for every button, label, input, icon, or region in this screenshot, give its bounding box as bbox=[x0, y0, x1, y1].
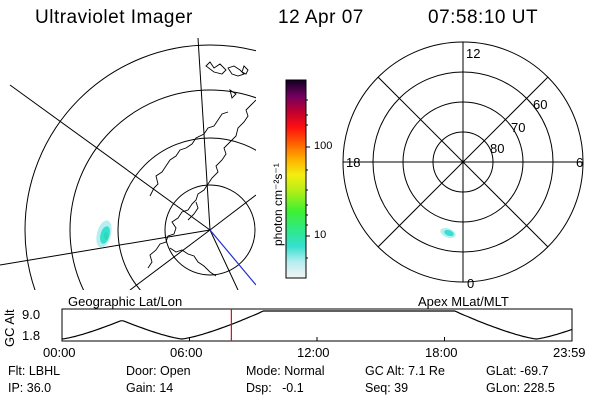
latitude-circle bbox=[164, 184, 256, 276]
altitude-ytick-top: 9.0 bbox=[22, 307, 41, 322]
xtick-label: 06:00 bbox=[170, 345, 203, 360]
param-door: Door: Open bbox=[126, 364, 191, 378]
aurora-emission-left bbox=[96, 220, 112, 248]
noon-meridian-line bbox=[209, 229, 256, 286]
colorbar bbox=[286, 80, 306, 278]
mlat-circle-outer bbox=[342, 41, 584, 283]
mlat-circle-70 bbox=[402, 101, 524, 223]
geographic-map bbox=[0, 38, 256, 290]
latitude-circle bbox=[117, 137, 256, 290]
mlt-label-left: 18 bbox=[346, 155, 361, 170]
colorbar-ticks bbox=[306, 99, 310, 259]
longitude-line bbox=[209, 229, 239, 290]
param-filter: Flt: LBHL bbox=[8, 364, 61, 378]
altitude-curve bbox=[61, 310, 573, 340]
param-dsp: Dsp: -0.1 bbox=[246, 381, 304, 395]
app-title: Ultraviolet Imager bbox=[35, 7, 193, 28]
param-mode: Mode: Normal bbox=[246, 364, 325, 378]
longitude-line bbox=[9, 84, 211, 231]
xtick-label: 23:59 bbox=[553, 345, 586, 360]
latitude-circle bbox=[69, 89, 256, 290]
colorbar-tick-100: 100 bbox=[314, 140, 333, 152]
polar-map-caption: Apex MLat/MLT bbox=[418, 294, 509, 309]
param-glat: GLat: -69.7 bbox=[486, 364, 549, 378]
mlt-label-top: 12 bbox=[466, 46, 481, 61]
param-ip: IP: 36.0 bbox=[8, 381, 52, 395]
coastline bbox=[147, 61, 256, 277]
mlat-circle-60 bbox=[372, 71, 554, 253]
longitude-line bbox=[129, 229, 211, 290]
altitude-plot bbox=[61, 308, 573, 342]
altitude-ytick-bottom: 1.8 bbox=[22, 328, 41, 343]
mlat-label-60: 60 bbox=[533, 97, 548, 112]
xtick-label: 18:00 bbox=[425, 345, 458, 360]
param-gc-alt: GC Alt: 7.1 Re bbox=[365, 364, 445, 378]
altitude-plot-frame bbox=[61, 308, 573, 342]
mlat-label-80: 80 bbox=[490, 141, 505, 156]
mlat-label-70: 70 bbox=[511, 120, 526, 135]
mlt-label-bottom: 0 bbox=[467, 276, 475, 291]
param-gain: Gain: 14 bbox=[126, 381, 174, 395]
mlt-label-right: 6 bbox=[576, 155, 584, 170]
colorbar-unit-label: photon cm⁻²s⁻¹ bbox=[271, 163, 285, 246]
longitude-line bbox=[0, 229, 211, 266]
observation-time: 07:58:10 UT bbox=[428, 7, 539, 28]
mlat-circle-80 bbox=[432, 131, 494, 193]
param-glon: GLon: 228.5 bbox=[486, 381, 555, 395]
polar-map bbox=[342, 41, 584, 283]
altitude-ylabel: GC Alt bbox=[2, 309, 17, 347]
xtick-label: 12:00 bbox=[297, 345, 330, 360]
colorbar-tick-10: 10 bbox=[314, 229, 327, 241]
observation-date: 12 Apr 07 bbox=[278, 7, 364, 28]
latitude-circle bbox=[24, 44, 256, 290]
param-seq: Seq: 39 bbox=[365, 381, 409, 395]
longitude-line bbox=[209, 194, 256, 231]
aurora-emission-right bbox=[440, 227, 456, 239]
xtick-label: 00:00 bbox=[43, 345, 76, 360]
geographic-map-caption: Geographic Lat/Lon bbox=[68, 294, 183, 309]
